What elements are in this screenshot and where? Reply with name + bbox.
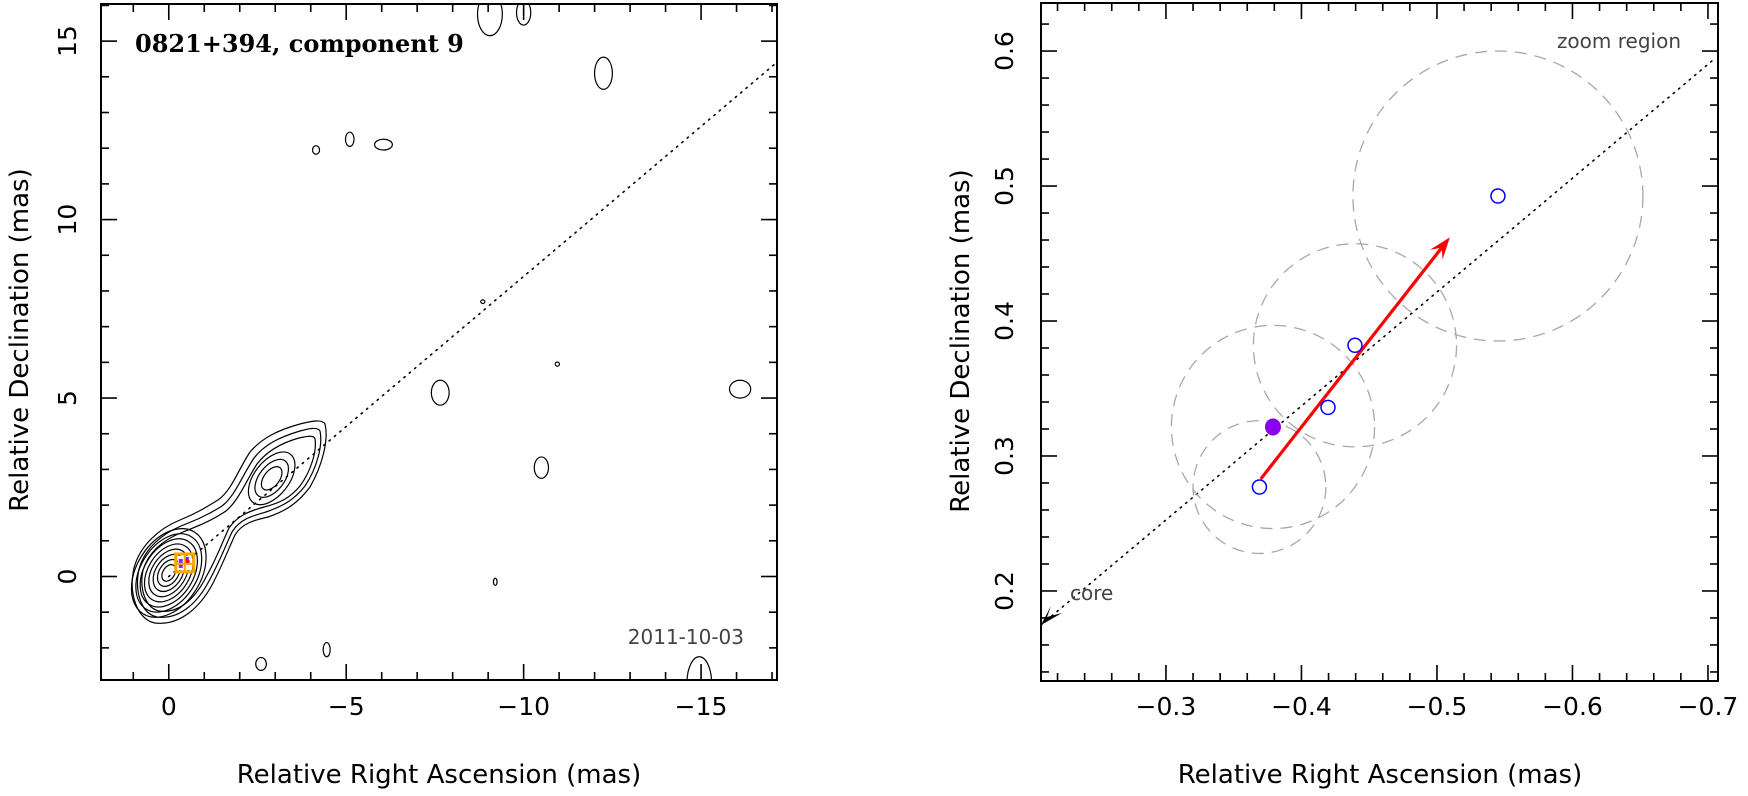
open-data-point <box>1347 337 1363 354</box>
left-plot-area <box>130 4 777 680</box>
open-data-point <box>1490 188 1506 204</box>
core-contour-level-6 <box>139 538 198 608</box>
left-ticks <box>101 4 777 680</box>
core-contour-level-11 <box>161 564 177 582</box>
right-x-tick-label: −0.4 <box>1271 692 1332 721</box>
open-data-point <box>1320 399 1336 416</box>
core-contour-level-9 <box>152 553 185 593</box>
filled-data-point <box>1264 418 1281 436</box>
position-uncertainty-circle <box>1170 324 1376 530</box>
right-y-tick-label: 0.6 <box>990 31 1019 71</box>
right-x-tick-label: −0.3 <box>1136 692 1197 721</box>
left-plot-title: 0821+394, component 9 <box>135 29 464 58</box>
left-x-tick-label: −10 <box>497 692 550 721</box>
right-y-tick-label: 0.4 <box>990 301 1019 341</box>
position-uncertainty-circle <box>1192 419 1327 555</box>
left-y-tick-label: 0 <box>53 569 82 585</box>
left-y-axis-title: Relative Declination (mas) <box>5 168 35 511</box>
left-y-tick-label: 15 <box>53 25 82 57</box>
noise-contour <box>480 299 486 305</box>
epoch-date-label: 2011-10-03 <box>628 625 744 649</box>
motion-arrow-head <box>1429 237 1450 260</box>
right-y-tick-label: 0.2 <box>990 571 1019 611</box>
zoom-region-label: zoom region <box>1557 29 1681 53</box>
jet-axis-dotted-line <box>1041 59 1714 626</box>
noise-contour <box>492 577 498 587</box>
core-contour-level-4 <box>130 527 207 618</box>
left-y-tick-label: 10 <box>53 204 82 236</box>
left-tick-labels: 0 −5 −10 −15 0 5 10 15 <box>53 25 727 721</box>
left-x-tick-label: −5 <box>328 692 365 721</box>
noise-contour <box>554 361 561 367</box>
right-y-tick-label: 0.5 <box>990 166 1019 206</box>
right-ticks <box>1041 3 1718 681</box>
noise-contour <box>476 4 503 37</box>
core-contour-level-7 <box>143 543 194 603</box>
noise-contour <box>373 138 393 151</box>
noise-contour <box>728 379 752 399</box>
noise-contour <box>311 145 321 155</box>
left-y-tick-label: 5 <box>53 390 82 406</box>
right-y-tick-label: 0.3 <box>990 436 1019 476</box>
right-x-tick-label: −0.6 <box>1542 692 1603 721</box>
right-x-tick-label: −0.7 <box>1678 692 1739 721</box>
motion-arrow-shaft <box>1259 246 1443 480</box>
right-y-axis-title: Relative Declination (mas) <box>946 169 976 512</box>
core-label: core <box>1070 581 1113 605</box>
left-plot-frame <box>100 3 778 681</box>
component-marker <box>174 552 196 574</box>
position-uncertainty-circle <box>1352 50 1644 342</box>
noise-contour <box>344 131 355 147</box>
right-x-tick-label: −0.5 <box>1407 692 1468 721</box>
jet-knot-contour-level-4 <box>247 451 296 506</box>
noise-contour <box>533 456 550 479</box>
position-uncertainty-circle <box>1252 243 1458 448</box>
noise-contour <box>255 656 267 671</box>
noise-contour <box>593 56 613 90</box>
noise-contour <box>515 4 532 26</box>
right-plot-area <box>1041 50 1714 626</box>
jet-knot-contour-level-5 <box>254 458 290 498</box>
jet-knot-contour-level-6 <box>260 466 283 491</box>
open-data-point <box>1251 479 1268 495</box>
right-plot-frame <box>1040 2 1719 682</box>
noise-contour <box>430 379 450 406</box>
noise-contour <box>322 641 331 658</box>
core-contour-level-5 <box>135 533 203 613</box>
envelope-contour-3 <box>141 435 316 612</box>
left-panel-contour-map: 0 −5 −10 −15 0 5 10 15 0821+394, component 9 20… <box>5 3 778 790</box>
noise-contour <box>686 656 713 680</box>
envelope-contour-1 <box>131 420 327 624</box>
left-x-tick-label: 0 <box>161 692 177 721</box>
core-contour-level-8 <box>148 548 190 598</box>
right-panel-zoom-scatter: −0.3 −0.4 −0.5 −0.6 −0.7 0.2 0.3 0.4 0.5 0.6 zoom… <box>946 2 1738 790</box>
jet-axis-dotted-line <box>167 61 777 578</box>
left-x-axis-title: Relative Right Ascension (mas) <box>237 760 641 790</box>
right-x-axis-title: Relative Right Ascension (mas) <box>1178 760 1582 790</box>
right-tick-labels: −0.3 −0.4 −0.5 −0.6 −0.7 0.2 0.3 0.4 0.5 0.6 <box>990 31 1738 721</box>
core-direction-arrow-icon <box>1041 605 1062 625</box>
left-x-tick-label: −15 <box>675 692 728 721</box>
